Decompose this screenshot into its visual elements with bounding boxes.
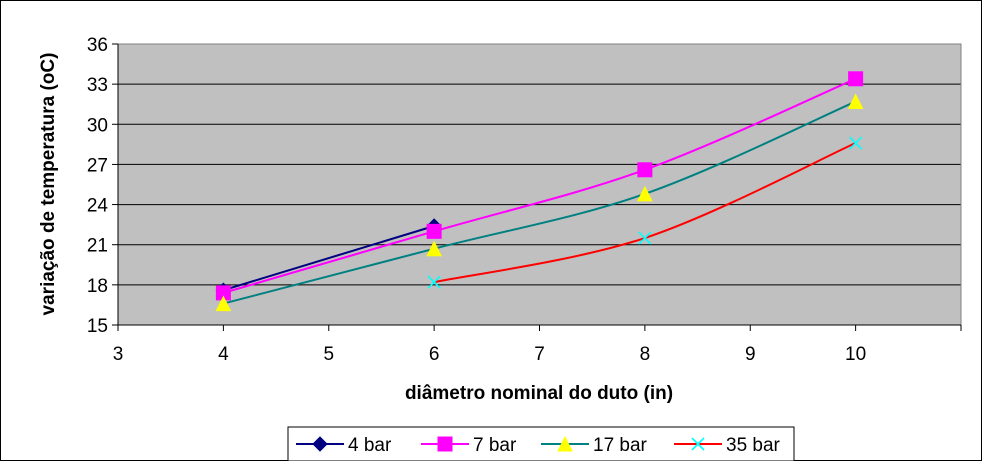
- data-point-35-bar: [849, 136, 863, 150]
- legend: 4 bar 7 bar 17 bar 35 bar: [287, 426, 795, 461]
- x-axis-title: diâmetro nominal do duto (in): [405, 383, 673, 404]
- x-tick-label: 6: [429, 344, 440, 365]
- y-tick-label: 21: [87, 236, 108, 257]
- y-axis-title: variação de temperatura (oC): [38, 53, 59, 316]
- data-point-17-bar: [215, 295, 232, 312]
- x-tick-label: 8: [640, 344, 651, 365]
- legend-label: 17 bar: [593, 435, 648, 456]
- x-tick-label: 10: [845, 344, 866, 365]
- y-tick-label: 18: [87, 276, 108, 297]
- legend-marker: [557, 435, 573, 452]
- series-line-17-bar: [223, 100, 857, 305]
- y-tick-label: 15: [87, 316, 108, 337]
- series-markers: [215, 71, 864, 312]
- y-tick-label: 24: [87, 196, 109, 217]
- x-tick-label: 3: [113, 344, 124, 365]
- series-line-4-bar: [223, 225, 435, 292]
- legend-label: 7 bar: [473, 435, 517, 456]
- y-tick-label: 36: [87, 35, 108, 56]
- data-point-7-bar: [426, 223, 442, 239]
- legend-marker: [691, 437, 705, 451]
- y-tick-label: 33: [87, 75, 108, 96]
- legend-marker: [312, 436, 328, 452]
- plot-area: [118, 44, 961, 325]
- y-tick-label: 30: [87, 115, 108, 136]
- x-tick-label: 9: [745, 344, 756, 365]
- x-tick-label: 5: [323, 344, 334, 365]
- x-tick-label: 7: [534, 344, 545, 365]
- data-point-17-bar: [637, 185, 653, 202]
- y-tick-label: 27: [87, 155, 108, 176]
- data-point-7-bar: [848, 71, 864, 87]
- legend-entry: 17 bar: [541, 435, 648, 456]
- legend-entry: 4 bar: [296, 435, 392, 456]
- data-point-17-bar: [426, 240, 442, 257]
- axes: 15 18 21 24 27 30 33 36 3 4 5 6 7 8 9 10: [87, 35, 962, 365]
- x-tick-label: 4: [218, 344, 229, 365]
- data-point-17-bar: [847, 93, 864, 110]
- legend-entry: 35 bar: [674, 435, 781, 456]
- legend-entry: 7 bar: [421, 435, 517, 456]
- series-line-7-bar: [223, 77, 857, 294]
- data-point-35-bar: [427, 275, 441, 289]
- legend-label: 4 bar: [348, 435, 392, 456]
- data-point-7-bar: [637, 162, 653, 178]
- data-point-35-bar: [638, 231, 652, 245]
- legend-marker: [437, 436, 453, 452]
- legend-label: 35 bar: [726, 435, 781, 456]
